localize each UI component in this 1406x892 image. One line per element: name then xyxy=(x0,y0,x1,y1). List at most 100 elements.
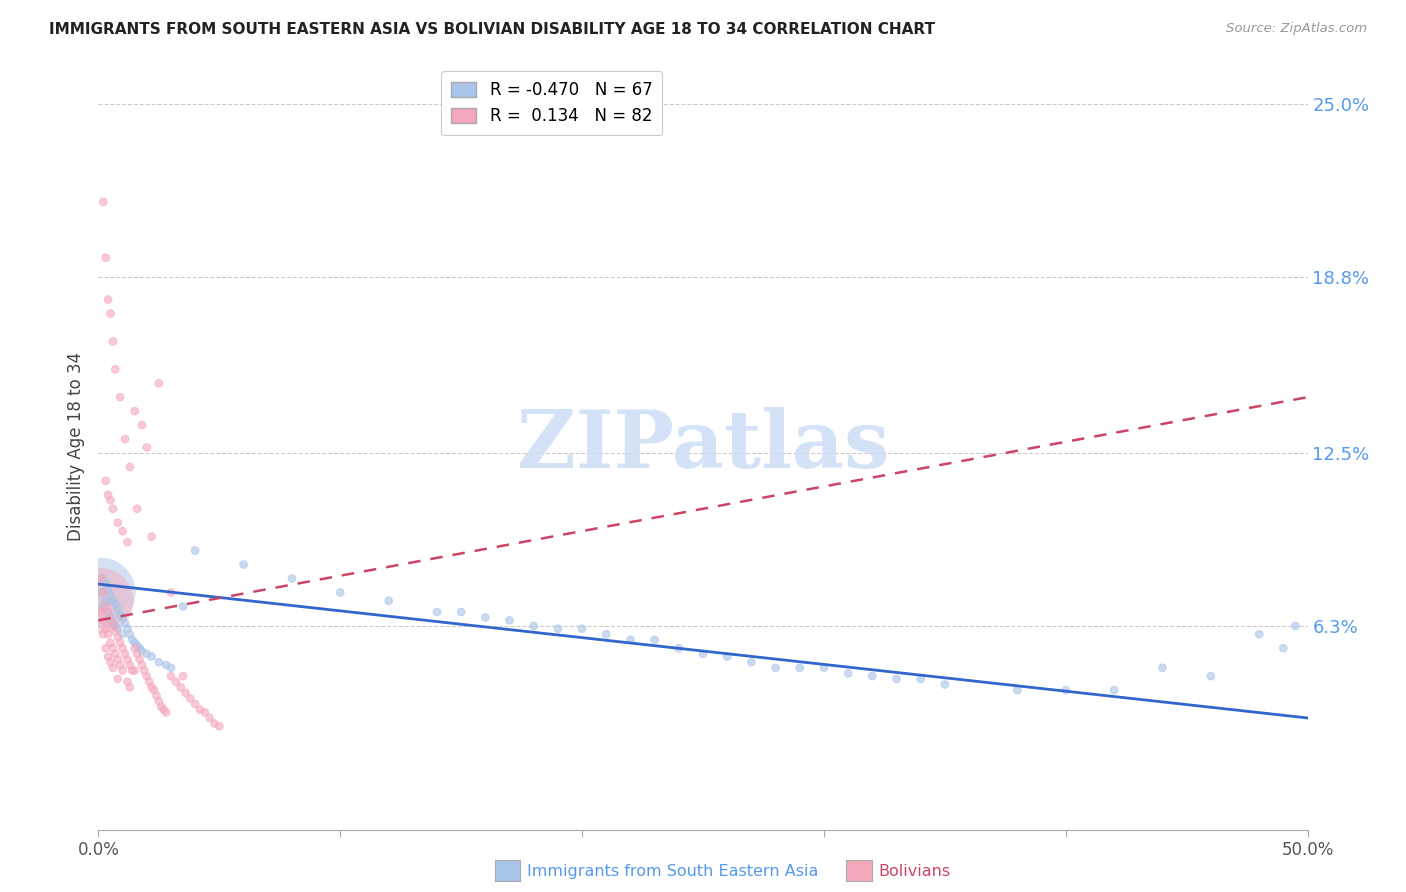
Point xyxy=(111,627,134,641)
Point xyxy=(94,594,117,608)
Point xyxy=(188,703,211,717)
Point xyxy=(97,582,120,597)
Point xyxy=(100,588,122,602)
Point xyxy=(121,664,143,678)
Point xyxy=(145,689,167,703)
Point xyxy=(813,661,835,675)
Point xyxy=(108,607,131,622)
Point xyxy=(135,669,157,683)
Point xyxy=(128,652,150,666)
Point xyxy=(450,605,472,619)
Point xyxy=(124,641,146,656)
Point xyxy=(94,251,117,265)
Point xyxy=(90,572,112,586)
Point xyxy=(118,681,141,695)
Point xyxy=(100,613,122,627)
Point xyxy=(1007,683,1029,698)
Point xyxy=(148,376,170,391)
Point xyxy=(547,622,569,636)
Point xyxy=(668,641,690,656)
Point xyxy=(152,703,174,717)
Point xyxy=(107,622,129,636)
Point xyxy=(114,432,136,446)
Point xyxy=(155,706,177,720)
Point xyxy=(121,632,143,647)
Point xyxy=(1102,683,1125,698)
Point xyxy=(160,661,183,675)
Point xyxy=(165,674,187,689)
Point xyxy=(101,594,124,608)
Point xyxy=(194,706,217,720)
Point xyxy=(141,649,163,664)
Point xyxy=(571,622,593,636)
Point xyxy=(108,390,131,404)
Point xyxy=(148,694,170,708)
Point xyxy=(91,599,114,614)
Point xyxy=(1054,683,1077,698)
Point xyxy=(118,627,141,641)
Point xyxy=(131,644,153,658)
Point xyxy=(127,501,149,516)
Point xyxy=(1249,627,1271,641)
Point xyxy=(111,524,134,538)
Point xyxy=(111,664,134,678)
Point xyxy=(131,418,153,433)
Point xyxy=(135,441,157,455)
Point xyxy=(107,602,129,616)
Point xyxy=(138,674,160,689)
Point xyxy=(198,711,221,725)
Point xyxy=(100,306,122,320)
Point xyxy=(91,572,114,586)
Point xyxy=(90,585,112,599)
Point xyxy=(100,493,122,508)
Point xyxy=(104,597,127,611)
Point xyxy=(910,672,932,686)
Legend: R = -0.470   N = 67, R =  0.134   N = 82: R = -0.470 N = 67, R = 0.134 N = 82 xyxy=(441,70,662,135)
Point xyxy=(94,599,117,614)
Point xyxy=(523,619,546,633)
Point xyxy=(100,610,122,624)
Point xyxy=(111,641,134,656)
Point xyxy=(100,655,122,669)
Point xyxy=(90,594,112,608)
Point xyxy=(128,641,150,656)
Point xyxy=(97,488,120,502)
Point xyxy=(172,669,194,683)
Point xyxy=(94,641,117,656)
Text: Source: ZipAtlas.com: Source: ZipAtlas.com xyxy=(1226,22,1367,36)
Point xyxy=(104,647,127,661)
Point xyxy=(97,293,120,307)
Y-axis label: Disability Age 18 to 34: Disability Age 18 to 34 xyxy=(66,351,84,541)
Point xyxy=(94,474,117,488)
Point xyxy=(108,657,131,672)
Point xyxy=(150,699,173,714)
Point xyxy=(118,657,141,672)
Point xyxy=(1199,669,1222,683)
Point xyxy=(124,635,146,649)
Point xyxy=(789,661,811,675)
Point xyxy=(117,652,139,666)
Point xyxy=(148,655,170,669)
Point xyxy=(91,627,114,641)
Point xyxy=(117,674,139,689)
Point xyxy=(90,605,112,619)
Point xyxy=(172,599,194,614)
Point xyxy=(118,459,141,474)
Point xyxy=(155,657,177,672)
Point xyxy=(100,635,122,649)
Point xyxy=(97,605,120,619)
Point xyxy=(498,613,520,627)
Point xyxy=(179,691,201,706)
Point xyxy=(134,664,156,678)
Point xyxy=(692,647,714,661)
Point xyxy=(101,616,124,631)
Point xyxy=(474,610,496,624)
Point xyxy=(143,683,166,698)
Point xyxy=(97,649,120,664)
Text: IMMIGRANTS FROM SOUTH EASTERN ASIA VS BOLIVIAN DISABILITY AGE 18 TO 34 CORRELATI: IMMIGRANTS FROM SOUTH EASTERN ASIA VS BO… xyxy=(49,22,935,37)
Point xyxy=(716,649,738,664)
Point xyxy=(131,657,153,672)
Text: Bolivians: Bolivians xyxy=(879,864,950,879)
Point xyxy=(101,661,124,675)
Point xyxy=(104,619,127,633)
